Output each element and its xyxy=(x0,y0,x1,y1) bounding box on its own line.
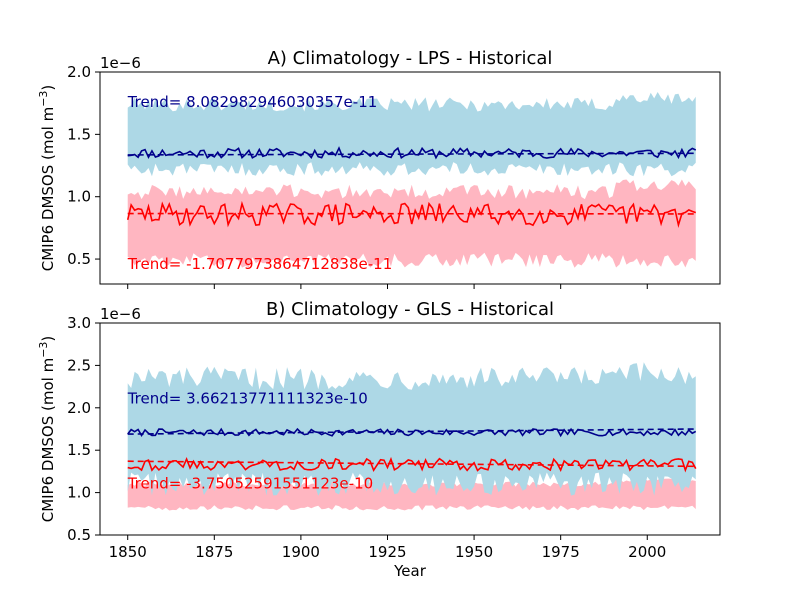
x-tick-label: 1900 xyxy=(282,543,320,561)
panel-a-y-axis-label-main: CMIP6 DMSOS (mol m xyxy=(39,107,57,272)
y-tick-label: 2.0 xyxy=(67,399,91,417)
panel-a-offset-text: 1e−6 xyxy=(100,54,141,72)
panel-a-axes-frame xyxy=(99,71,721,285)
panel-a-title: A) Climatology - LPS - Historical xyxy=(268,48,553,69)
panel-b: 1850 1875 1900 1925 1950 1975 2000 0.5 1.0 1.5 2.0… xyxy=(37,299,721,561)
x-axis-label: Year xyxy=(393,562,427,580)
panel-a-y-axis-label-sup: −3 xyxy=(37,91,50,107)
y-tick-label: 3.0 xyxy=(67,314,91,332)
panel-b-offset-text: 1e−6 xyxy=(100,305,141,323)
x-tick-label: 1975 xyxy=(542,543,580,561)
y-tick-label: 1.0 xyxy=(67,484,91,502)
panel-a-plot-content xyxy=(126,91,697,268)
panel-a-trend-high-line xyxy=(127,152,696,156)
y-tick-label: 1.0 xyxy=(67,188,91,206)
panel-b-ticks: 1850 1875 1900 1925 1950 1975 2000 0.5 1.0 1.5 2.0… xyxy=(67,314,666,561)
panel-a-annotation-trend-high: Trend= 8.082982946030357e-11 xyxy=(127,93,378,111)
y-tick-label: 1.5 xyxy=(67,125,91,143)
panel-b-axes-frame xyxy=(99,322,721,536)
x-tick-label: 1950 xyxy=(455,543,493,561)
x-tick-label: 2000 xyxy=(628,543,666,561)
panel-b-line-low-series xyxy=(127,456,697,473)
x-tick-label: 1925 xyxy=(368,543,406,561)
panel-b-plot-content xyxy=(127,362,697,511)
y-tick-label: 2.5 xyxy=(67,356,91,374)
panel-a-line-high-series xyxy=(127,146,697,160)
panel-b-trend-low-line xyxy=(127,460,696,468)
panel-b-y-axis-label: CMIP6 DMSOS (mol m−3) xyxy=(37,336,57,523)
panel-a: 0.5 1.0 1.5 2.0 A) Climatology - LPS - Hist… xyxy=(37,48,721,289)
panel-b-annotation-trend-high: Trend= 3.66213771111323e-10 xyxy=(127,390,368,408)
panel-b-annotation-trend-low: Trend= -3.75052591551123e-10 xyxy=(127,474,373,492)
panel-b-y-axis-label-main: CMIP6 DMSOS (mol m xyxy=(39,358,57,523)
y-tick-label: 0.5 xyxy=(67,526,91,544)
y-tick-label: 0.5 xyxy=(67,250,91,268)
panel-b-band-low-area xyxy=(127,477,696,511)
y-tick-label: 1.5 xyxy=(67,441,91,459)
x-tick-label: 1850 xyxy=(109,543,147,561)
panel-b-y-axis-label-sup: −3 xyxy=(37,342,50,358)
panel-b-line-high-series xyxy=(127,427,697,438)
panel-a-y-axis-label-close: ) xyxy=(39,85,57,91)
panel-b-trend-high-line xyxy=(127,428,696,435)
panel-b-y-axis-label-close: ) xyxy=(39,336,57,342)
panel-b-title: B) Climatology - GLS - Historical xyxy=(266,299,554,320)
y-tick-label: 2.0 xyxy=(67,63,91,81)
panel-a-annotation-trend-low: Trend= -1.7077973864712838e-11 xyxy=(127,255,393,273)
panel-a-y-axis-label: CMIP6 DMSOS (mol m−3) xyxy=(37,85,57,272)
panel-a-ticks: 0.5 1.0 1.5 2.0 xyxy=(67,63,648,289)
panel-a-line-low-series xyxy=(126,200,697,229)
x-tick-label: 1875 xyxy=(195,543,233,561)
